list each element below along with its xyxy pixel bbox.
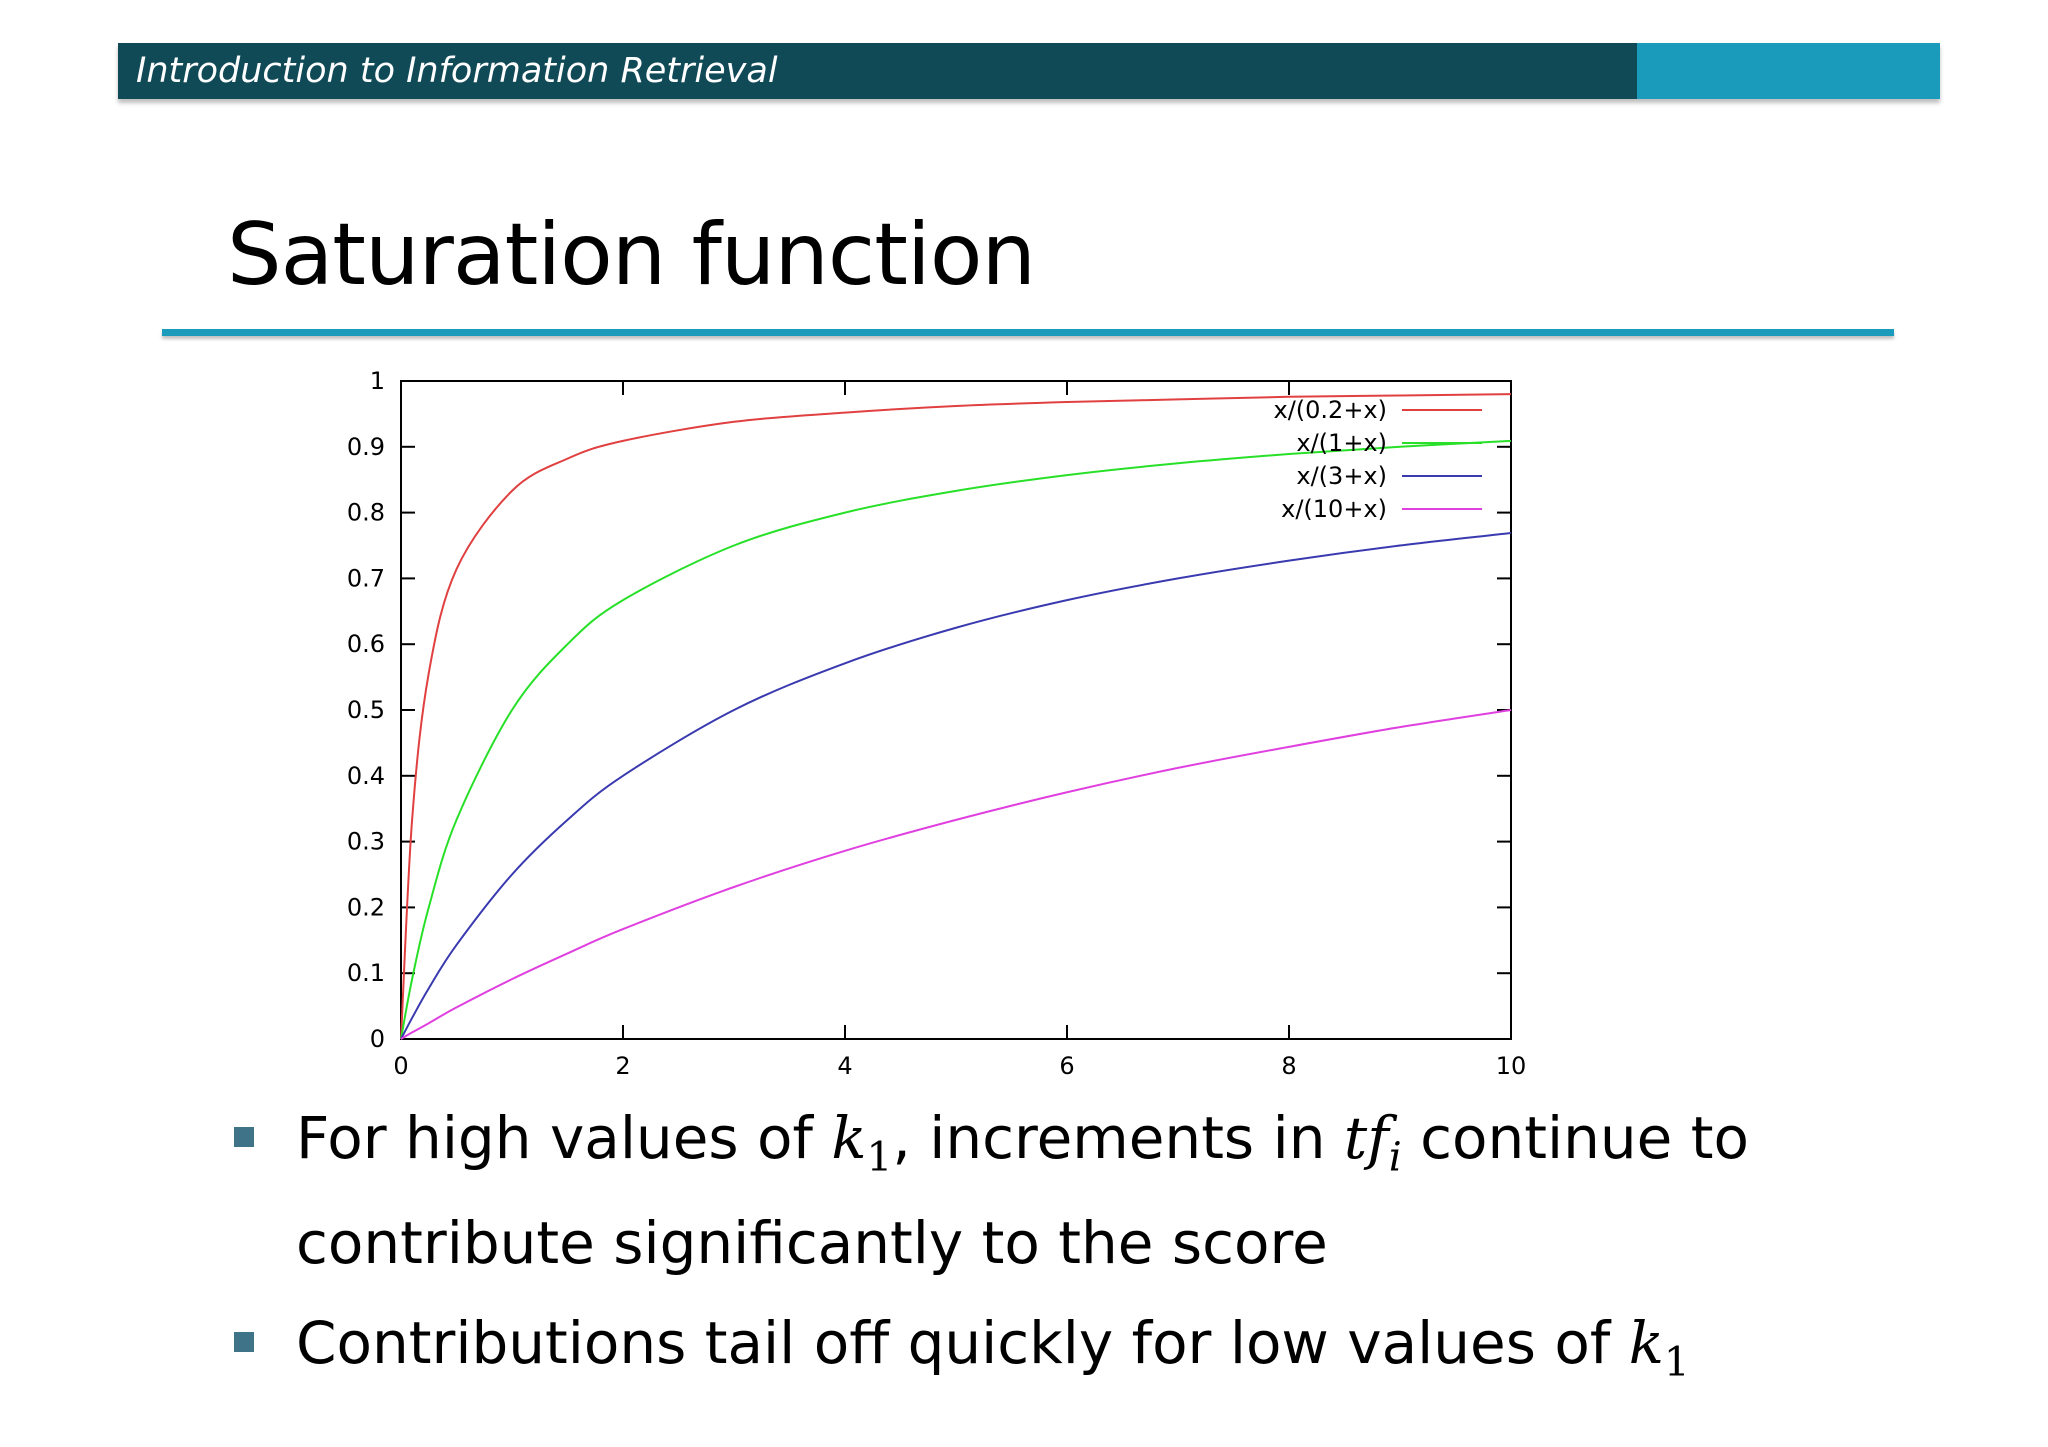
legend-label: x/(3+x) [1296, 462, 1387, 490]
bullet-text-suffix: continue to contribute significantly to … [296, 1104, 1749, 1277]
x-tick-label: 6 [1059, 1052, 1074, 1080]
series-line [400, 439, 1512, 1040]
x-tick-label: 0 [393, 1052, 408, 1080]
math-subscript: 1 [1663, 1337, 1690, 1386]
y-tick-label: 0 [370, 1025, 385, 1053]
math-symbol: tf [1343, 1104, 1389, 1172]
y-tick-label: 0.3 [347, 828, 385, 856]
y-tick-label: 0.1 [347, 959, 385, 987]
header-title: Introduction to Information Retrieval [136, 51, 778, 91]
y-tick-label: 0.4 [347, 762, 385, 790]
bullet-item: For high values of k1, increments in tfi… [230, 1095, 1850, 1286]
math-symbol: k [831, 1104, 867, 1172]
math-subscript: i [1388, 1132, 1402, 1181]
bullet-marker-icon [234, 1331, 254, 1352]
math-k1: k1 [1628, 1308, 1690, 1386]
header-accent [1637, 43, 1940, 99]
x-tick-label: 8 [1281, 1052, 1296, 1080]
math-k1: k1 [831, 1104, 892, 1181]
y-tick-label: 0.6 [347, 630, 385, 658]
slide-title: Saturation function [227, 205, 1036, 305]
bullet-text-prefix: For high values of [296, 1104, 832, 1172]
series-lines [400, 393, 1512, 1040]
legend: x/(0.2+x) x/(1+x) x/(3+x) x/(10+x) [1274, 396, 1482, 523]
x-tick-label: 2 [615, 1052, 630, 1080]
legend-label: x/(10+x) [1281, 495, 1387, 523]
y-tick-label: 0.7 [347, 564, 385, 592]
y-tick-label: 0.5 [347, 696, 385, 724]
y-tick-label: 0.9 [347, 433, 385, 461]
x-tick-label: 10 [1496, 1052, 1527, 1080]
series-line [400, 709, 1512, 1040]
x-tick-label: 4 [837, 1052, 852, 1080]
series-line [400, 393, 1512, 1040]
bullet-text-middle: , increments in [892, 1104, 1344, 1172]
y-tick-label: 0.8 [347, 499, 385, 527]
axis-tick-labels: 0 2 4 6 8 10 0 0.1 0.2 0.3 0.4 0.5 0.6 0.7 0.8 0.9 1 [347, 367, 1526, 1080]
math-subscript: 1 [866, 1132, 893, 1181]
bullet-item: Contributions tail off quickly for low v… [230, 1300, 1850, 1405]
math-tfi: tfi [1343, 1104, 1402, 1181]
series-line [400, 532, 1512, 1040]
legend-label: x/(0.2+x) [1274, 396, 1388, 424]
legend-label: x/(1+x) [1296, 429, 1387, 457]
y-tick-label: 1 [370, 367, 385, 395]
math-symbol: k [1628, 1308, 1664, 1377]
header-bar: Introduction to Information Retrieval [118, 43, 1940, 99]
title-rule [162, 329, 1894, 336]
y-tick-label: 0.2 [347, 893, 385, 921]
bullet-text-prefix: Contributions tail off quickly for low v… [296, 1308, 1629, 1377]
bullet-list: For high values of k1, increments in tfi… [230, 1095, 1850, 1418]
bullet-marker-icon [234, 1127, 254, 1147]
